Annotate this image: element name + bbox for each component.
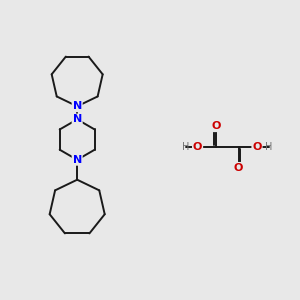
Text: N: N bbox=[73, 155, 82, 165]
Text: O: O bbox=[193, 142, 202, 152]
Text: O: O bbox=[211, 121, 221, 131]
Text: N: N bbox=[73, 101, 82, 111]
Text: O: O bbox=[234, 163, 243, 173]
Text: N: N bbox=[73, 114, 82, 124]
Text: H: H bbox=[265, 142, 273, 152]
Text: H: H bbox=[182, 142, 189, 152]
Text: O: O bbox=[252, 142, 262, 152]
